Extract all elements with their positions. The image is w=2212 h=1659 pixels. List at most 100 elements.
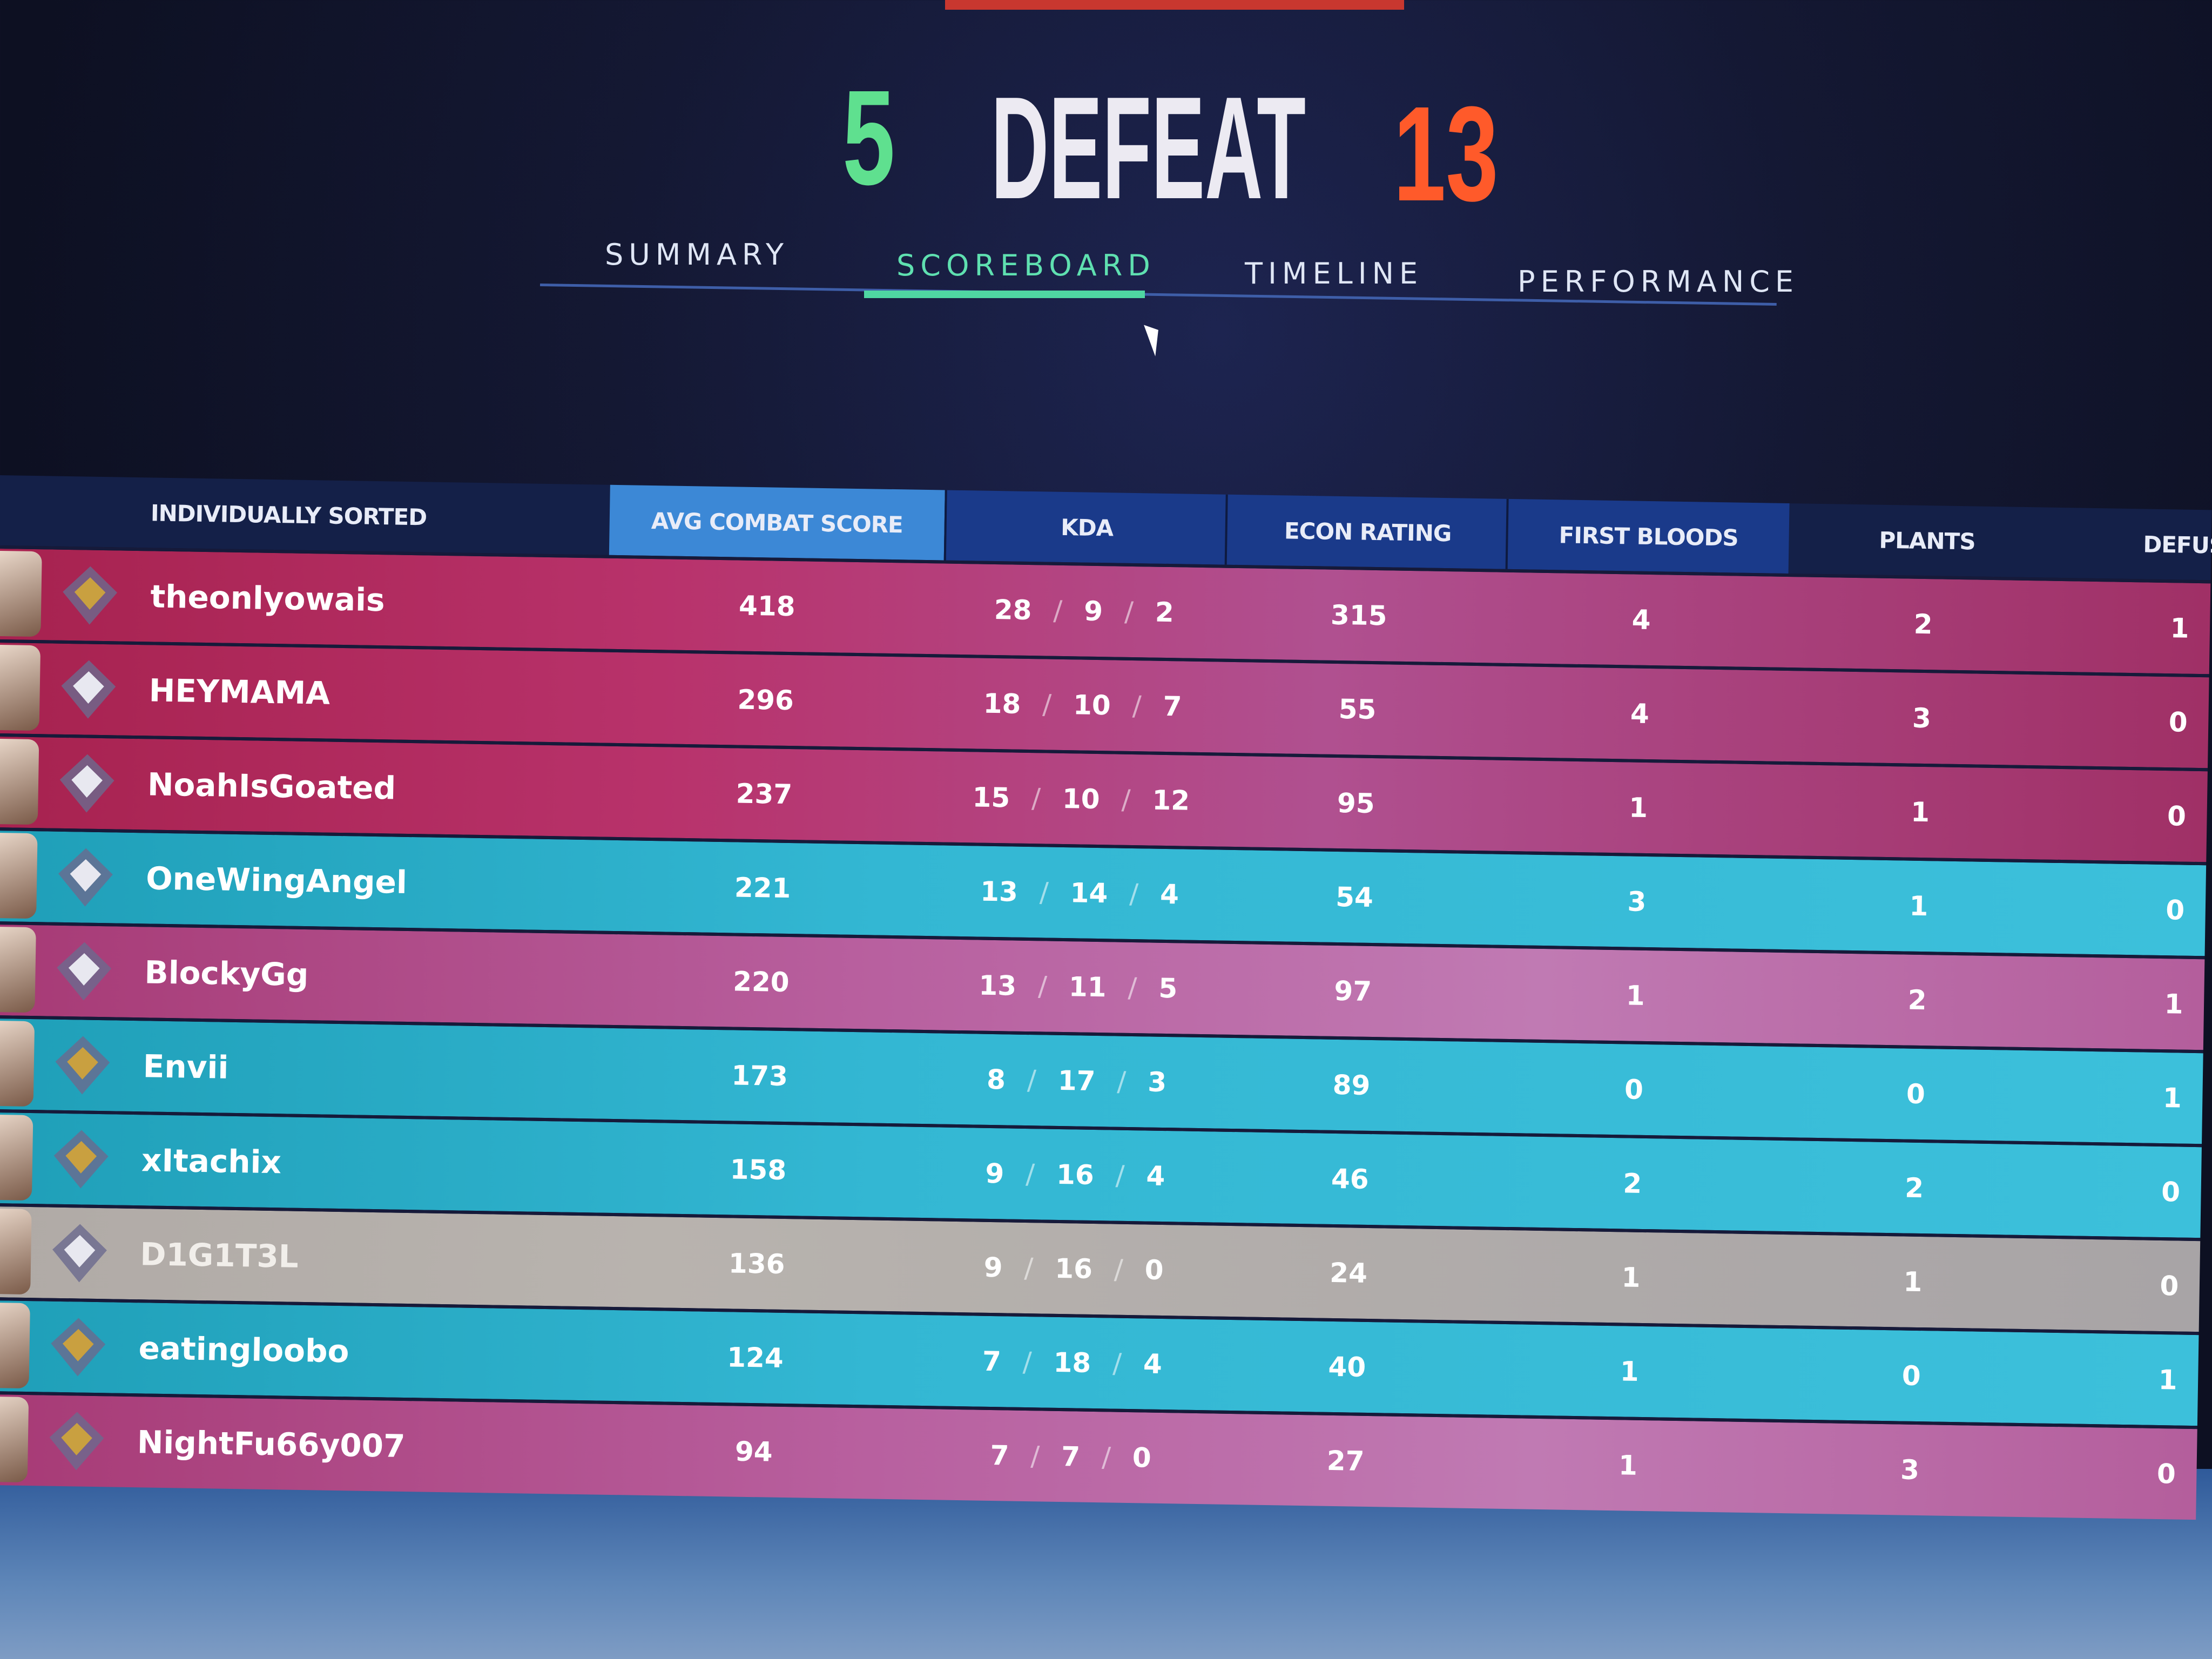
- player-name[interactable]: theonlyowais: [150, 578, 386, 619]
- first-bloods-value: 4: [1630, 698, 1650, 730]
- assists: 4: [1159, 878, 1179, 911]
- acs-value: 220: [732, 966, 790, 999]
- table-row[interactable]: theonlyowais 418 28 / 9 / 2 315 4 2 1: [0, 545, 2211, 675]
- header-defuses[interactable]: DEFUS: [2143, 530, 2212, 559]
- kills: 8: [986, 1063, 1006, 1096]
- kills: 15: [972, 781, 1010, 814]
- defuses-value: 1: [2164, 988, 2183, 1020]
- plants-value: 1: [1910, 796, 1930, 828]
- rank-icon: [61, 660, 116, 719]
- plants-value: 2: [1904, 1172, 1924, 1204]
- first-bloods-value: 1: [1620, 1355, 1640, 1387]
- acs-value: 173: [731, 1060, 788, 1092]
- econ-value: 315: [1330, 599, 1387, 632]
- acs-value: 296: [737, 684, 794, 717]
- agent-portrait: [0, 832, 38, 919]
- top-accent-bar: [945, 0, 1404, 10]
- kda-separator: /: [1025, 1158, 1035, 1190]
- kda-value: 15 / 10 / 12: [972, 752, 1190, 846]
- kills: 9: [983, 1251, 1003, 1284]
- deaths: 11: [1068, 971, 1107, 1003]
- agent-portrait: [0, 926, 36, 1013]
- defuses-value: 0: [2168, 706, 2188, 738]
- first-bloods-value: 4: [1631, 604, 1651, 636]
- kda-separator: /: [1128, 972, 1137, 1004]
- scoreboard-table: INDIVIDUALLY SORTED AVG COMBAT SCORE KDA…: [0, 475, 2212, 1520]
- header-sort-mode[interactable]: INDIVIDUALLY SORTED: [150, 499, 427, 530]
- table-row[interactable]: NoahIsGoated 237 15 / 10 / 12 95 1 1 0: [0, 733, 2208, 862]
- first-bloods-value: 3: [1627, 886, 1647, 918]
- kda-separator: /: [1115, 1159, 1125, 1191]
- assists: 4: [1143, 1348, 1163, 1380]
- agent-portrait: [0, 1302, 30, 1389]
- assists: 7: [1163, 690, 1182, 723]
- kda-separator: /: [1031, 783, 1041, 814]
- plants-value: 2: [1907, 984, 1927, 1016]
- first-bloods-value: 1: [1628, 792, 1648, 824]
- kda-separator: /: [1116, 1065, 1127, 1097]
- rank-icon: [52, 1224, 107, 1283]
- kda-separator: /: [1027, 1064, 1037, 1096]
- table-row[interactable]: xItachix 158 9 / 16 / 4 46 2 2 0: [0, 1109, 2202, 1238]
- tab-summary[interactable]: SUMMARY: [605, 238, 789, 272]
- econ-value: 54: [1335, 881, 1374, 914]
- kda-separator: /: [1121, 784, 1131, 815]
- deaths: 10: [1073, 689, 1111, 721]
- tab-scoreboard[interactable]: SCOREBOARD: [896, 248, 1156, 282]
- defuses-value: 0: [2165, 894, 2185, 926]
- kda-separator: /: [1053, 595, 1063, 626]
- acs-value: 124: [726, 1341, 784, 1374]
- econ-value: 27: [1326, 1445, 1365, 1477]
- player-name[interactable]: xItachix: [141, 1142, 282, 1181]
- deaths: 7: [1061, 1441, 1081, 1473]
- acs-value: 136: [728, 1247, 785, 1280]
- player-name[interactable]: Envii: [143, 1048, 229, 1086]
- deaths: 17: [1057, 1064, 1096, 1097]
- table-row[interactable]: BlockyGg 220 13 / 11 / 5 97 1 2 1: [0, 921, 2205, 1050]
- defuses-value: 1: [2158, 1364, 2178, 1396]
- player-name[interactable]: OneWingAngel: [145, 860, 408, 901]
- acs-value: 418: [738, 590, 796, 623]
- agent-portrait: [0, 550, 42, 637]
- player-name[interactable]: HEYMAMA: [149, 672, 331, 712]
- agent-portrait: [0, 1208, 32, 1295]
- table-row[interactable]: Envii 173 8 / 17 / 3 89 0 0 1: [0, 1015, 2203, 1144]
- player-name[interactable]: BlockyGg: [144, 954, 309, 994]
- rank-icon: [51, 1318, 106, 1377]
- table-row[interactable]: NightFu66y007 94 7 / 7 / 0 27 1 3 0: [0, 1391, 2197, 1520]
- kills: 9: [985, 1157, 1004, 1190]
- kda-separator: /: [1114, 1253, 1124, 1285]
- kills: 7: [982, 1345, 1002, 1378]
- plants-value: 0: [1906, 1078, 1926, 1110]
- econ-value: 95: [1337, 787, 1375, 820]
- table-row[interactable]: OneWingAngel 221 13 / 14 / 4 54 3 1 0: [0, 827, 2207, 956]
- agent-portrait: [0, 1020, 35, 1107]
- header-econ[interactable]: ECON RATING: [1224, 494, 1509, 569]
- first-bloods-value: 0: [1624, 1074, 1644, 1105]
- acs-value: 94: [734, 1435, 773, 1468]
- agent-portrait: [0, 1114, 33, 1201]
- kills: 13: [979, 969, 1017, 1002]
- plants-value: 1: [1909, 890, 1928, 922]
- header-acs[interactable]: AVG COMBAT SCORE: [609, 484, 945, 561]
- tab-timeline[interactable]: TIMELINE: [1245, 257, 1424, 291]
- kda-value: 9 / 16 / 4: [984, 1128, 1166, 1222]
- plants-value: 1: [1903, 1266, 1923, 1298]
- kda-separator: /: [1030, 1440, 1040, 1472]
- kda-value: 9 / 16 / 0: [983, 1222, 1164, 1316]
- assists: 5: [1158, 972, 1178, 1004]
- player-name[interactable]: NightFu66y007: [137, 1424, 406, 1465]
- player-name[interactable]: NoahIsGoated: [147, 766, 396, 807]
- tab-performance[interactable]: PERFORMANCE: [1518, 265, 1799, 299]
- deaths: 16: [1054, 1252, 1093, 1285]
- kda-separator: /: [1129, 878, 1139, 910]
- header-first-bloods[interactable]: FIRST BLOODS: [1505, 498, 1790, 574]
- player-name[interactable]: D1G1T3L: [139, 1236, 299, 1275]
- table-row[interactable]: D1G1T3L 136 9 / 16 / 0 24 1 1 0: [0, 1203, 2201, 1332]
- table-row[interactable]: HEYMAMA 296 18 / 10 / 7 55 4 3 0: [0, 639, 2209, 768]
- header-kda[interactable]: KDA: [943, 490, 1228, 565]
- assists: 3: [1147, 1066, 1167, 1098]
- table-row[interactable]: eatingloobo 124 7 / 18 / 4 40 1 0 1: [0, 1297, 2199, 1426]
- header-plants[interactable]: PLANTS: [1879, 527, 1975, 555]
- player-name[interactable]: eatingloobo: [138, 1330, 349, 1370]
